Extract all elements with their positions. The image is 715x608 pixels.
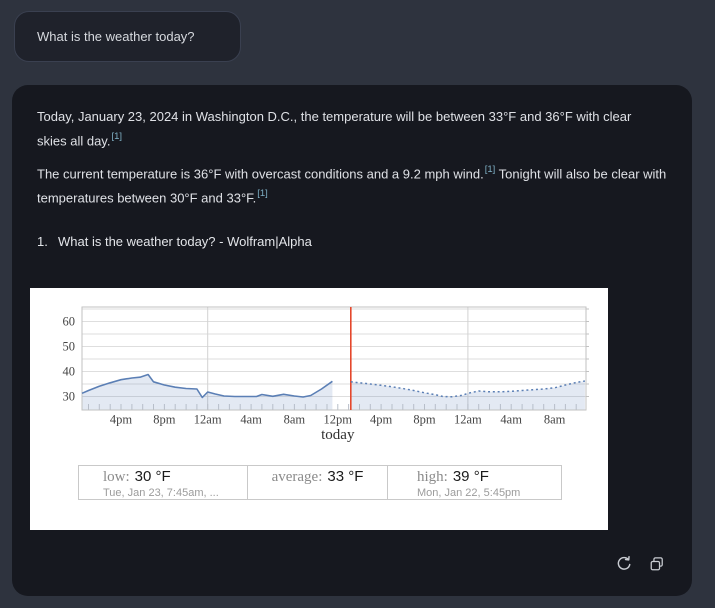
x-tick-label: 8pm bbox=[413, 413, 436, 427]
stat-average-value: 33 °F bbox=[327, 468, 364, 485]
temperature-forecast-line-fill bbox=[350, 381, 585, 410]
citation-link-3[interactable]: [1] bbox=[257, 187, 268, 199]
stat-average: average: 33 °F bbox=[248, 466, 388, 499]
weather-chart-image: 30 40 50 60 4pm 8pm 12am 4am 8am 12pm 4pm 8pm 12am 4a… bbox=[30, 288, 608, 530]
x-tick-label: 8pm bbox=[153, 413, 176, 427]
y-tick-label: 50 bbox=[63, 340, 76, 354]
temperature-forecast-line bbox=[350, 380, 586, 398]
x-tick-label: 12pm bbox=[324, 413, 353, 427]
answer-paragraph-2: The current temperature is 36°F with ove… bbox=[37, 161, 679, 209]
stat-low-detail: Tue, Jan 23, 7:45am, ... bbox=[103, 487, 219, 499]
regenerate-button[interactable] bbox=[615, 554, 635, 574]
stat-low-value: 30 °F bbox=[134, 468, 171, 485]
stat-low-label: low: bbox=[103, 469, 130, 485]
y-tick-label: 30 bbox=[63, 390, 76, 404]
answer-paragraph-1: Today, January 23, 2024 in Washington D.… bbox=[37, 107, 651, 151]
stat-high: high: 39 °F Mon, Jan 22, 5:45pm bbox=[388, 466, 561, 499]
x-tick-label: 4am bbox=[500, 413, 522, 427]
copy-button[interactable] bbox=[648, 554, 668, 574]
answer-paragraph-2-text-b: Tonight will also be clear with temperat… bbox=[37, 166, 667, 206]
temperature-history-line bbox=[81, 373, 333, 399]
response-actions bbox=[615, 554, 668, 574]
stat-low: low: 30 °F Tue, Jan 23, 7:45am, ... bbox=[79, 466, 248, 499]
citation-link-1[interactable]: [1] bbox=[111, 130, 123, 142]
user-message-bubble: What is the weather today? bbox=[14, 11, 241, 62]
x-tick-label: 4am bbox=[240, 413, 262, 427]
refresh-icon bbox=[615, 555, 635, 573]
source-label: What is the weather today? - Wolfram|Alp… bbox=[58, 234, 312, 249]
temperature-history-line-fill bbox=[82, 374, 333, 410]
stat-average-label: average: bbox=[271, 469, 323, 485]
x-tick-label: 12am bbox=[454, 413, 482, 427]
stat-high-detail: Mon, Jan 22, 5:45pm bbox=[417, 487, 521, 499]
assistant-response-card: Today, January 23, 2024 in Washington D.… bbox=[12, 85, 692, 596]
user-message-text: What is the weather today? bbox=[37, 29, 195, 44]
answer-paragraph-1-text: Today, January 23, 2024 in Washington D.… bbox=[37, 109, 632, 148]
source-list-item[interactable]: 1. What is the weather today? - Wolfram|… bbox=[37, 234, 312, 249]
x-tick-label: 8am bbox=[284, 413, 306, 427]
stat-high-label: high: bbox=[417, 469, 448, 485]
stat-high-value: 39 °F bbox=[452, 468, 489, 485]
answer-paragraph-2-text-a: The current temperature is 36°F with ove… bbox=[37, 166, 484, 182]
copy-icon bbox=[648, 555, 668, 573]
chart-stats-table: low: 30 °F Tue, Jan 23, 7:45am, ... avera… bbox=[78, 465, 562, 500]
x-tick-label: 8am bbox=[544, 413, 566, 427]
y-tick-label: 60 bbox=[63, 315, 76, 329]
today-annotation: today bbox=[321, 427, 355, 443]
x-tick-label: 4pm bbox=[110, 413, 133, 427]
citation-link-2[interactable]: [1] bbox=[484, 164, 496, 175]
x-tick-label: 4pm bbox=[370, 413, 393, 427]
source-index: 1. bbox=[37, 234, 48, 249]
x-tick-label: 12am bbox=[194, 413, 222, 427]
y-tick-label: 40 bbox=[63, 365, 76, 379]
temperature-chart-svg: 30 40 50 60 4pm 8pm 12am 4am 8am 12pm 4pm 8pm 12am 4a… bbox=[63, 306, 589, 443]
